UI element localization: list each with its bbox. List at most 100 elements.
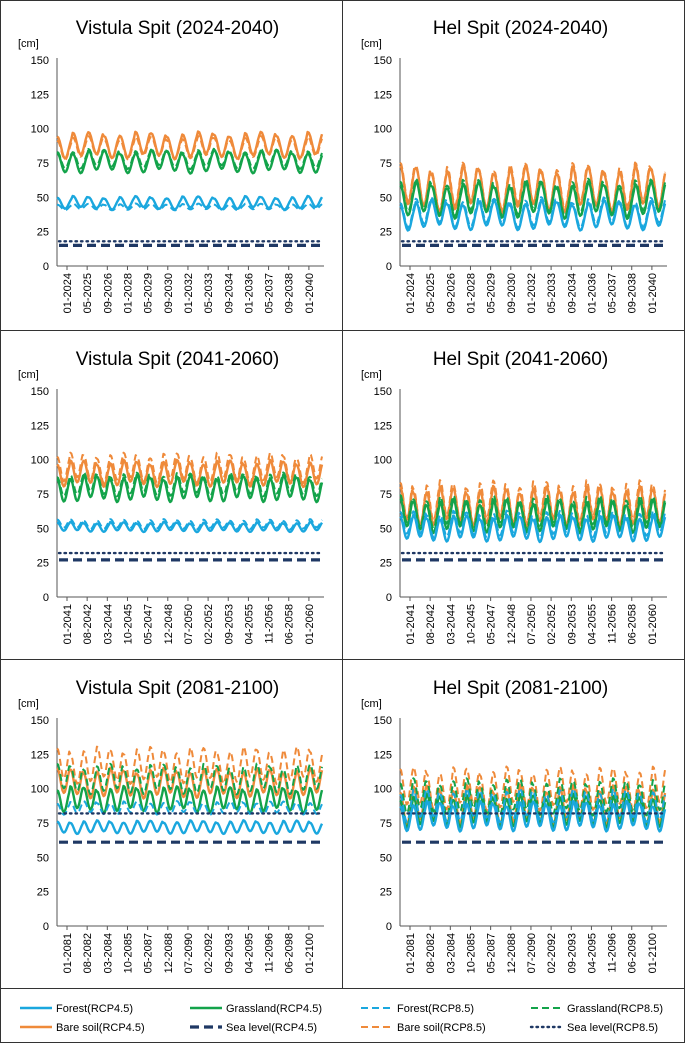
y-tick-label: 150: [31, 386, 49, 398]
x-tick-label: 05-2087: [486, 933, 498, 973]
x-tick-label: 09-2053: [566, 604, 578, 644]
x-tick-label: 05-2047: [486, 604, 498, 644]
x-tick-label: 10-2085: [122, 933, 134, 973]
x-tick-label: 02-2092: [546, 933, 558, 973]
x-tick-label: 05-2087: [143, 933, 155, 973]
x-tick-label: 09-2026: [445, 273, 457, 313]
x-tick-label: 09-2093: [566, 933, 578, 973]
x-tick-label: 02-2052: [546, 604, 558, 644]
legend-label: Bare soil(RCP4.5): [56, 1022, 145, 1034]
x-tick-label: 11-2056: [264, 604, 276, 644]
y-tick-label: 100: [31, 455, 49, 467]
chart-panels: Vistula Spit (2024-2040) [cm] 0 25 50 75 100 12…: [18, 18, 667, 973]
x-tick-label: 01-2036: [586, 273, 598, 313]
x-tick-label: 09-2053: [223, 604, 235, 644]
y-tick-label: 125: [374, 749, 392, 761]
legend-label: Bare soil(RCP8.5): [397, 1022, 486, 1034]
chart-title: Hel Spit (2041-2060): [433, 349, 608, 370]
y-tick-label: 0: [43, 592, 49, 604]
x-tick-label: 08-2042: [425, 604, 437, 644]
series-line: Grassland(RCP8.5): [56, 147, 323, 171]
x-tick-label: 01-2060: [304, 604, 316, 644]
x-tick-label: 12-2088: [163, 933, 175, 973]
x-tick-label: 01-2041: [62, 604, 74, 644]
x-tick-label: 09-2034: [223, 273, 235, 313]
x-tick-label: 04-2055: [586, 604, 598, 644]
legend-label: Forest(RCP4.5): [56, 1003, 133, 1015]
x-tick-label: 03-2084: [102, 933, 114, 973]
x-tick-label: 10-2045: [122, 604, 134, 644]
x-tick-label: 12-2088: [506, 933, 518, 973]
x-tick-label: 05-2033: [546, 273, 558, 313]
y-tick-label: 50: [380, 192, 392, 204]
x-tick-label: 01-2041: [405, 604, 417, 644]
chart-panel: Hel Spit (2041-2060) [cm] 0 25 50 75 100 125 150…: [361, 349, 667, 644]
series-line: Forest(RCP4.5): [399, 513, 667, 544]
y-unit-label: [cm]: [18, 369, 39, 381]
x-tick-label: 05-2025: [425, 273, 437, 313]
chart-panel: Vistula Spit (2081-2100) [cm] 0 25 50 75 100 12…: [18, 678, 324, 973]
x-tick-label: 11-2096: [264, 933, 276, 973]
x-tick-label: 03-2044: [445, 604, 457, 644]
x-tick-label: 04-2095: [243, 933, 255, 973]
series-line: Grassland(RCP8.5): [56, 762, 323, 796]
x-tick-label: 02-2092: [203, 933, 215, 973]
y-tick-label: 75: [380, 489, 392, 501]
chart-title: Hel Spit (2081-2100): [433, 678, 608, 699]
x-tick-label: 04-2095: [586, 933, 598, 973]
y-tick-label: 0: [43, 261, 49, 273]
y-tick-label: 0: [386, 261, 392, 273]
x-tick-label: 05-2037: [264, 273, 276, 313]
x-tick-label: 12-2048: [506, 604, 518, 644]
x-tick-label: 01-2100: [304, 933, 316, 973]
y-tick-label: 100: [374, 784, 392, 796]
x-tick-label: 07-2050: [526, 604, 538, 644]
series-line: Grassland(RCP8.5): [399, 493, 666, 530]
series-line: Forest(RCP8.5): [399, 787, 666, 824]
y-tick-label: 25: [37, 887, 49, 899]
x-tick-label: 07-2090: [183, 933, 195, 973]
y-tick-label: 25: [37, 227, 49, 239]
chart-title: Vistula Spit (2024-2040): [76, 18, 280, 39]
y-tick-label: 150: [374, 386, 392, 398]
x-tick-label: 04-2055: [243, 604, 255, 644]
x-tick-label: 01-2032: [526, 273, 538, 313]
y-tick-label: 150: [374, 715, 392, 727]
x-tick-label: 08-2082: [82, 933, 94, 973]
y-unit-label: [cm]: [18, 38, 39, 50]
series-line: Bare soil(RCP8.5): [399, 765, 666, 812]
series-line: Forest(RCP8.5): [399, 196, 666, 229]
series-line: Grassland(RCP4.5): [56, 784, 324, 815]
y-tick-label: 0: [386, 592, 392, 604]
series-line: Forest(RCP4.5): [56, 194, 324, 211]
series-line: Bare soil(RCP8.5): [56, 135, 323, 161]
x-tick-label: 12-2048: [163, 604, 175, 644]
x-tick-label: 01-2040: [647, 273, 659, 313]
x-tick-label: 01-2060: [647, 604, 659, 644]
y-tick-label: 150: [31, 715, 49, 727]
y-tick-label: 100: [374, 455, 392, 467]
y-tick-label: 125: [31, 749, 49, 761]
x-tick-label: 09-2038: [284, 273, 296, 313]
y-tick-label: 100: [31, 784, 49, 796]
x-tick-label: 01-2081: [62, 933, 74, 973]
y-tick-label: 75: [37, 818, 49, 830]
x-tick-label: 07-2090: [526, 933, 538, 973]
series-line: Bare soil(RCP8.5): [399, 479, 666, 526]
x-tick-label: 01-2028: [122, 273, 134, 313]
chart-panel: Vistula Spit (2024-2040) [cm] 0 25 50 75 100 12…: [18, 18, 324, 313]
x-tick-label: 01-2024: [405, 273, 417, 313]
series-line: Forest(RCP8.5): [56, 800, 323, 816]
x-tick-label: 02-2052: [203, 604, 215, 644]
x-tick-label: 05-2033: [203, 273, 215, 313]
x-tick-label: 05-2029: [486, 273, 498, 313]
x-tick-label: 01-2081: [405, 933, 417, 973]
y-tick-label: 75: [37, 489, 49, 501]
x-tick-label: 08-2042: [82, 604, 94, 644]
y-tick-label: 25: [37, 558, 49, 570]
chart-title: Hel Spit (2024-2040): [433, 18, 608, 39]
y-tick-label: 25: [380, 887, 392, 899]
x-tick-label: 10-2045: [465, 604, 477, 644]
chart-panel: Hel Spit (2081-2100) [cm] 0 25 50 75 100 125 150…: [361, 678, 667, 973]
